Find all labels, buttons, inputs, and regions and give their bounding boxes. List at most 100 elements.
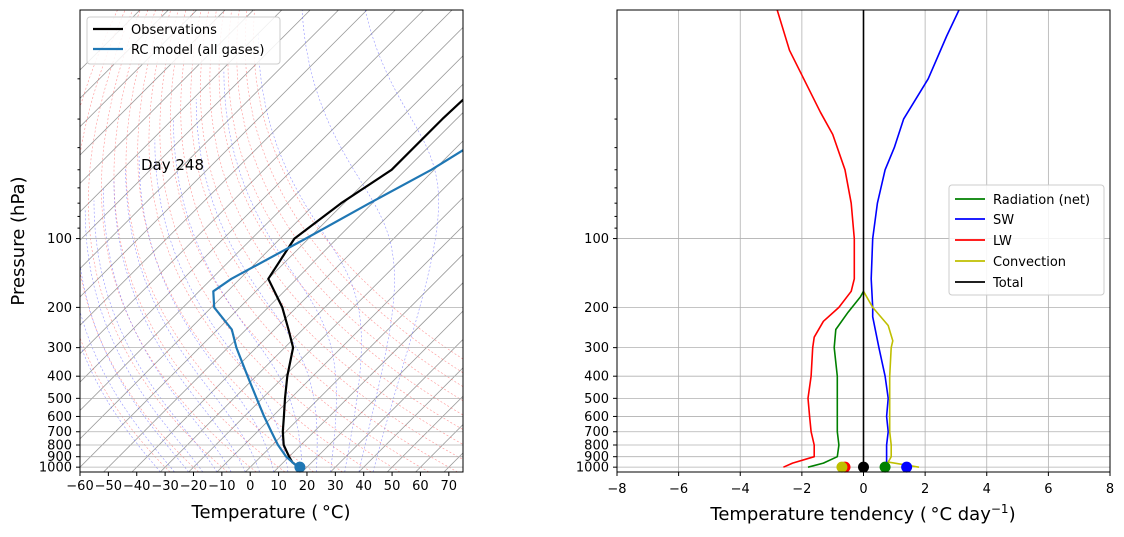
x-tick-label: −2 [792, 482, 811, 497]
y-tick-label: 200 [47, 301, 72, 316]
isotherm-line [301, 310, 463, 472]
dry-adiabat-line [125, 10, 314, 472]
y-tick-label: 300 [584, 341, 609, 356]
tendency-series-layer [776, 10, 960, 468]
x-tick-label: −20 [180, 479, 207, 494]
y-tick-label: 900 [584, 450, 609, 465]
isotherm-line [159, 168, 463, 472]
isotherm-line [245, 253, 463, 472]
y-tick-label: 700 [584, 425, 609, 440]
isotherm-line [80, 10, 453, 383]
dry-adiabat-line [244, 10, 463, 374]
y-tick-label: 500 [584, 392, 609, 407]
x-tick-label: −30 [151, 479, 178, 494]
y-tick-label: 400 [47, 370, 72, 385]
x-tick-label: 60 [412, 479, 429, 494]
skewt-ylabel: Pressure (hPa) [8, 176, 29, 305]
tendency-legend: Radiation (net) SW LW Convection Total [948, 184, 1105, 296]
isotherm-line [80, 10, 424, 355]
isotherm-line [131, 140, 463, 472]
dry-adiabat-line [253, 10, 463, 360]
surface-marker-radiation-net- [879, 461, 891, 473]
y-tick-label: 600 [584, 410, 609, 425]
dry-adiabat-line [170, 10, 430, 472]
y-tick-label: 900 [47, 450, 72, 465]
isotherm-line [80, 10, 368, 298]
isotherm-line [80, 10, 226, 156]
x-tick-label: 0 [859, 482, 867, 497]
legend-label-total: Total [992, 276, 1023, 291]
isotherm-line [80, 10, 311, 241]
moist-adiabat-line [223, 70, 337, 472]
isotherm-line [80, 10, 396, 326]
x-tick-label: 10 [270, 479, 287, 494]
y-tick-label: 700 [47, 425, 72, 440]
x-tick-label: −4 [731, 482, 750, 497]
tendency-xlabel-end: ) [1009, 504, 1016, 525]
isotherm-line [103, 111, 463, 472]
skewt-background-lines [80, 10, 934, 472]
dry-adiabat-line [101, 10, 257, 472]
x-tick-label: −60 [66, 479, 93, 494]
moist-adiabat-line [113, 180, 246, 472]
dry-adiabat-line [218, 10, 463, 416]
isotherm-line [386, 395, 463, 472]
skewt-legend-box [86, 16, 281, 65]
legend-label-convection: Convection [993, 255, 1066, 270]
y-tick-label: 200 [584, 301, 609, 316]
tendency-xlabel-main: Temperature tendency ( °C day [709, 504, 991, 525]
isotherm-line [80, 10, 283, 213]
isotherm-line [216, 225, 463, 472]
dry-adiabat-line [113, 10, 286, 472]
legend-label-radiation: Radiation (net) [993, 193, 1090, 208]
moist-adiabat-line [173, 119, 303, 472]
dry-adiabat-line [209, 10, 463, 430]
x-tick-label: −10 [208, 479, 235, 494]
isotherm-line [80, 55, 463, 440]
x-tick-label: 50 [384, 479, 401, 494]
dry-adiabat-line [137, 10, 343, 472]
y-tick-label: 100 [47, 232, 72, 247]
moist-adiabat-line [103, 188, 232, 472]
series-line-rc-model-all-gases- [212, 148, 463, 469]
x-tick-label: 2 [921, 482, 929, 497]
x-tick-label: 40 [355, 479, 372, 494]
skewt-axes-frame [79, 9, 464, 473]
x-tick-label: −6 [669, 482, 688, 497]
x-tick-label: 6 [1044, 482, 1052, 497]
isotherm-line [273, 282, 463, 472]
legend-label-rc-model: RC model (all gases) [131, 43, 264, 58]
legend-label-lw: LW [993, 234, 1012, 249]
series-line-radiation-net- [807, 290, 865, 468]
dry-adiabat-line [80, 10, 171, 472]
isotherm-line [80, 10, 339, 270]
y-tick-label: 400 [584, 370, 609, 385]
skewt-panel: −60 −50 −40 −30 −20 −10 0 10 20 30 40 50 60 701002003… [8, 9, 934, 523]
skewt-tick-layer: −60 −50 −40 −30 −20 −10 0 10 20 30 40 50 60 70 100 200 3… [39, 78, 457, 494]
moist-adiabat-line [93, 200, 218, 472]
tendency-xlabel: Temperature tendency ( °C day−1) [709, 502, 1015, 525]
surface-marker-convection [836, 461, 848, 473]
y-tick-label: 1000 [576, 461, 609, 476]
skewt-annotation: Day 248 [141, 156, 204, 174]
tendency-legend-box [948, 184, 1105, 296]
legend-label-sw: SW [993, 213, 1014, 228]
isotherm-line [472, 10, 934, 472]
moist-adiabat-line [258, 34, 362, 472]
skewt-series-layer [212, 98, 463, 469]
isotherm-line [330, 338, 463, 472]
moist-adiabat-line [364, 10, 439, 472]
x-tick-label: 30 [327, 479, 344, 494]
isotherm-line [80, 26, 463, 411]
isotherm-line [80, 10, 254, 185]
series-line-observations [267, 98, 463, 469]
series-line-lw [776, 10, 856, 468]
x-tick-label: −50 [95, 479, 122, 494]
tendency-tick-layer: −8 −6 −4 −2 0 2 4 6 8 100 200 300 400 500 600700800900… [576, 78, 1114, 497]
dry-adiabat-line [80, 10, 199, 472]
dry-adiabat-line [190, 10, 463, 460]
y-tick-label: 100 [584, 232, 609, 247]
moist-adiabat-line [84, 208, 204, 472]
skewt-marker-layer [294, 461, 306, 473]
